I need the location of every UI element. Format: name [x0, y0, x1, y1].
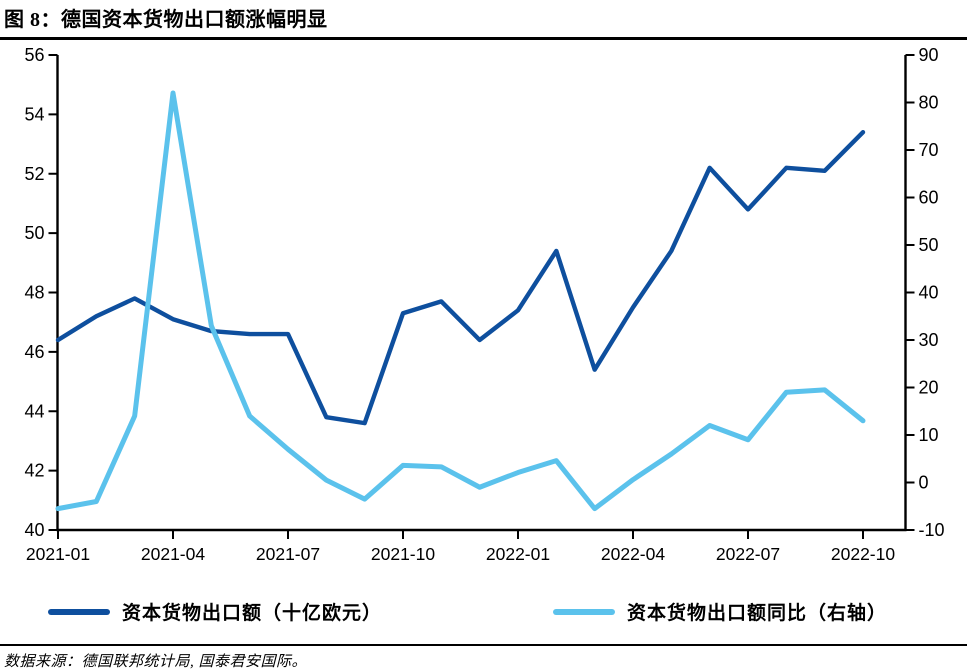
x-axis-tick-label: 2021-10	[371, 544, 435, 564]
right-axis-tick-label: 90	[919, 45, 939, 65]
title-divider	[0, 37, 967, 40]
left-axis-tick-label: 56	[24, 45, 44, 65]
x-axis-tick-label: 2022-04	[601, 544, 665, 564]
legend-swatch-yoy	[553, 608, 615, 615]
x-axis-tick-label: 2022-07	[716, 544, 780, 564]
right-axis-tick-label: 40	[919, 283, 939, 303]
left-axis-tick-label: 42	[24, 461, 44, 481]
right-axis-tick-label: 30	[919, 330, 939, 350]
right-axis-tick-label: 70	[919, 140, 939, 160]
left-axis-tick-label: 46	[24, 342, 44, 362]
right-axis-tick-label: 80	[919, 93, 939, 113]
legend-label-yoy: 资本货物出口额同比（右轴）	[627, 603, 888, 624]
figure-footer: 数据来源：德国联邦统计局, 国泰君安国际。	[0, 644, 967, 670]
left-axis-tick-label: 52	[24, 164, 44, 184]
source-note: 数据来源：德国联邦统计局, 国泰君安国际。	[4, 654, 308, 670]
legend-label-exports: 资本货物出口额（十亿欧元）	[122, 603, 383, 624]
legend-item-yoy: 资本货物出口额同比（右轴）	[553, 598, 887, 625]
x-axis-tick-label: 2022-01	[486, 544, 550, 564]
chart-legend: 资本货物出口额（十亿欧元） 资本货物出口额同比（右轴）	[0, 572, 967, 644]
x-axis-tick-label: 2022-10	[831, 544, 895, 564]
right-axis-tick-label: 60	[919, 188, 939, 208]
left-axis-tick-label: 50	[24, 223, 44, 243]
legend-item-exports: 资本货物出口额（十亿欧元）	[48, 598, 382, 625]
right-axis-tick-label: 10	[919, 425, 939, 445]
left-axis-tick-label: 40	[24, 520, 44, 540]
figure-title: 图 8：德国资本货物出口额涨幅明显	[4, 9, 328, 31]
right-axis-tick-label: 50	[919, 235, 939, 255]
legend-swatch-exports	[48, 608, 110, 615]
right-axis-tick-label: 20	[919, 378, 939, 398]
series-line-exports-yoy	[55, 90, 866, 512]
x-axis-tick-label: 2021-04	[141, 544, 205, 564]
right-axis-tick-label: 0	[919, 473, 929, 493]
left-axis-tick-label: 54	[24, 104, 44, 124]
chart-svg: 56 54 52 50 48 46 44 42 40 90 80 70 60 50 40 30 20 10 0 -10…	[24, 45, 945, 564]
x-axis-tick-label: 2021-07	[256, 544, 320, 564]
x-axis-tick-label: 2021-01	[26, 544, 90, 564]
series-line-capital-goods-exports	[55, 129, 866, 426]
left-axis-tick-label: 44	[24, 401, 44, 421]
left-axis-tick-label: 48	[24, 283, 44, 303]
right-axis-tick-label: -10	[919, 520, 945, 540]
